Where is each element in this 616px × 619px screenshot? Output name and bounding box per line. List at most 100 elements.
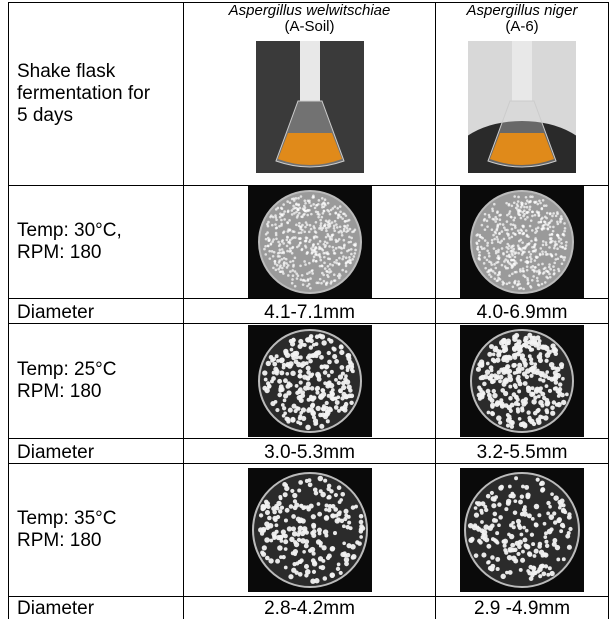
photo-detail (282, 203, 285, 206)
photo-detail (523, 362, 528, 367)
photo-detail (523, 209, 526, 212)
photo-detail (339, 498, 343, 502)
photo-detail (350, 369, 354, 373)
diameter-value: 3.0-5.3mm (184, 439, 436, 464)
photo-detail (560, 365, 564, 369)
photo-detail (559, 221, 562, 224)
photo-detail (527, 283, 530, 286)
photo-detail (549, 253, 552, 256)
photo-detail (304, 202, 307, 205)
photo-detail (560, 238, 563, 241)
photo-detail (548, 266, 551, 269)
photo-detail (319, 259, 322, 262)
photo-detail (519, 533, 523, 537)
photo-detail (544, 267, 547, 270)
photo-detail (293, 552, 297, 556)
photo-detail (298, 222, 301, 225)
photo-detail (524, 261, 527, 264)
photo-detail (547, 271, 550, 274)
photo-detail (542, 244, 545, 247)
photo-detail (290, 489, 294, 493)
photo-detail (288, 247, 291, 250)
condition-row: Temp: 35°C RPM: 180 (9, 464, 609, 597)
photo-detail (526, 269, 529, 272)
photo-detail (541, 571, 546, 576)
photo-detail (479, 394, 484, 399)
photo-detail (275, 264, 278, 267)
photo-detail (293, 359, 298, 364)
photo-detail (344, 265, 347, 268)
photo-detail (353, 252, 356, 255)
photo-detail (292, 505, 297, 510)
photo-detail (326, 265, 329, 268)
photo-detail (295, 216, 298, 219)
photo-detail (543, 271, 546, 274)
photo-detail (503, 544, 507, 548)
photo-detail (295, 224, 298, 227)
photo-detail (502, 283, 505, 286)
photo-detail (327, 360, 332, 365)
photo-cell (184, 186, 436, 299)
photo-detail (563, 259, 566, 262)
photo-detail (274, 223, 277, 226)
photo-detail (539, 253, 542, 256)
photo-detail (483, 262, 486, 265)
photo-detail (308, 504, 313, 509)
photo-detail (507, 341, 511, 345)
photo-detail (561, 508, 565, 512)
photo-detail (294, 384, 298, 388)
photo-detail (530, 253, 533, 256)
photo-detail (509, 420, 514, 425)
condition: Temp: 25°C RPM: 180 (17, 359, 152, 403)
photo-detail (516, 552, 520, 556)
condition-row: Temp: 25°C RPM: 180 (9, 324, 609, 439)
photo-detail (480, 528, 485, 533)
photo-detail (511, 265, 514, 268)
photo-detail (486, 544, 491, 549)
photo-detail (272, 267, 275, 270)
photo-detail (322, 414, 327, 419)
photo-detail (309, 386, 313, 390)
photo-detail (318, 240, 321, 243)
photo-detail (326, 251, 329, 254)
photo-detail (553, 247, 556, 250)
photo-detail (507, 247, 510, 250)
photo-detail (289, 537, 294, 542)
photo-detail (555, 215, 558, 218)
photo-detail (278, 216, 281, 219)
photo-detail (338, 205, 341, 208)
photo-detail (347, 521, 351, 525)
photo-detail (519, 214, 522, 217)
photo-detail (282, 399, 286, 403)
photo-detail (308, 396, 314, 402)
photo-detail (324, 220, 327, 223)
photo-detail (513, 263, 516, 266)
photo-detail (295, 246, 298, 249)
photo-detail (549, 268, 552, 271)
photo-detail (497, 523, 501, 527)
photo-detail (319, 222, 322, 225)
photo-detail (559, 529, 563, 533)
photo-detail (350, 544, 356, 550)
photo-detail (322, 243, 325, 246)
page: Shake flask fermentation for 5 days Aspe… (0, 0, 616, 618)
photo-detail (268, 355, 273, 360)
photo-detail (509, 523, 513, 527)
photo-detail (298, 212, 301, 215)
photo-detail (564, 247, 567, 250)
photo-detail (538, 358, 543, 363)
photo-detail (529, 195, 532, 198)
photo-detail (540, 487, 545, 492)
photo-detail (282, 230, 285, 233)
photo-detail (543, 415, 548, 420)
photo-detail (517, 210, 520, 213)
photo-detail (528, 565, 532, 569)
photo-detail (303, 205, 306, 208)
photo-detail (495, 250, 498, 253)
photo-detail (332, 279, 335, 282)
photo-detail (486, 561, 490, 565)
photo-detail (308, 345, 312, 349)
photo-detail (323, 515, 329, 521)
photo-detail (266, 225, 269, 228)
photo-detail (550, 411, 555, 416)
